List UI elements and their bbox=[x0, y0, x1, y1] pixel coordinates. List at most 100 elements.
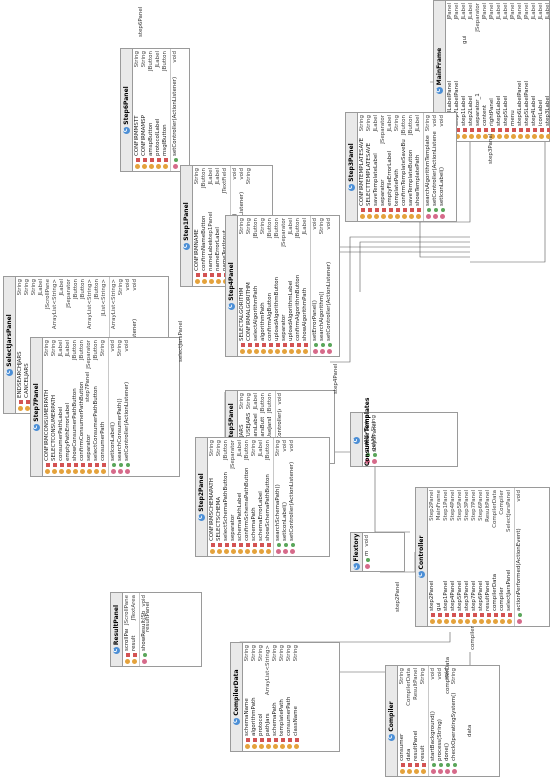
field-row[interactable]: step4Label JLabel bbox=[531, 3, 538, 139]
field-row[interactable]: className String bbox=[293, 645, 300, 749]
field-row[interactable]: step1Label JLabel bbox=[461, 3, 468, 139]
field-row[interactable]: saveTemplateLabel JLabel bbox=[373, 115, 380, 219]
field-row[interactable]: compilerData CompilerData bbox=[492, 490, 499, 624]
field-row[interactable]: menu JPanel bbox=[510, 3, 517, 139]
method-row[interactable]: setIconLabel() void bbox=[110, 340, 117, 474]
field-row[interactable]: CONFIRMCONSUMERPATH String bbox=[44, 340, 51, 474]
field-row[interactable]: CONFIRMSCHEMAPATH String bbox=[209, 440, 216, 554]
field-row[interactable]: pathJars ArrayList<String> bbox=[265, 645, 272, 749]
method-row[interactable]: searchAlgorithmTemplate() String bbox=[425, 115, 432, 219]
method-row[interactable]: main(String[]) void bbox=[364, 535, 371, 569]
field-row[interactable]: protocol String bbox=[258, 645, 265, 749]
field-row[interactable]: nameErrorLabel JLabel bbox=[215, 168, 222, 284]
field-row[interactable]: consumerPath String bbox=[100, 340, 107, 474]
field-row[interactable]: step2Panel Step2Panel bbox=[429, 490, 436, 624]
field-row[interactable]: compiler Compiler bbox=[499, 490, 506, 624]
field-row[interactable]: result String bbox=[420, 668, 427, 774]
field-row[interactable]: rightPanel JPanel bbox=[489, 3, 496, 139]
field-row[interactable]: step4Panel Step4Panel bbox=[450, 490, 457, 624]
field-row[interactable]: step6Panel Step6Panel bbox=[478, 490, 485, 624]
field-row[interactable]: resultPanel ResultPanel bbox=[485, 490, 492, 624]
field-row[interactable]: algorithmPath String bbox=[251, 645, 258, 749]
field-row[interactable]: saveTemplateButton JButton bbox=[408, 115, 415, 219]
field-row[interactable]: msglButton JButton bbox=[162, 51, 169, 169]
field-row[interactable]: schemaName String bbox=[244, 645, 251, 749]
method-row[interactable]: process(String) void bbox=[437, 668, 444, 774]
field-row[interactable]: SELECTCONSUMERPATH String bbox=[51, 340, 58, 474]
field-row[interactable]: schemaErrorLabel JLabel bbox=[258, 440, 265, 554]
field-row[interactable]: step1Panel Step1Panel bbox=[443, 490, 450, 624]
method-row[interactable]: setController(ActionListener) void bbox=[289, 440, 296, 554]
field-row[interactable]: CONFIRMMSTT String bbox=[134, 51, 141, 169]
field-row[interactable]: confirmConsumerPathButton JButton bbox=[79, 340, 86, 474]
method-row[interactable]: setController(ActionListener) void bbox=[172, 51, 179, 169]
field-row[interactable]: gui MainFrame bbox=[436, 490, 443, 624]
field-row[interactable]: selectConsumerPathButton JButton bbox=[93, 340, 100, 474]
method-row[interactable]: searchSchemaPath() String bbox=[275, 440, 282, 554]
field-row[interactable]: templatePath String bbox=[394, 115, 401, 219]
field-row[interactable]: uploadAlgorithmLabel JLabel bbox=[288, 218, 295, 354]
field-row[interactable]: algorithmPath String bbox=[260, 218, 267, 354]
method-row[interactable]: setIconLabel() void bbox=[282, 440, 289, 554]
field-row[interactable]: step7Panel Step7Panel bbox=[471, 490, 478, 624]
method-row[interactable]: actionPerformed(ActionEvent) void bbox=[516, 490, 523, 624]
class-controller[interactable]: CController step2Panel Step2Panel gui MainFr… bbox=[415, 487, 550, 627]
field-row[interactable]: CONFIRMTEMPLATESAVE String bbox=[359, 115, 366, 219]
field-row[interactable]: showSchemaPathButton JButton bbox=[265, 440, 272, 554]
field-row[interactable]: confirmAlgorithmButton JButton bbox=[295, 218, 302, 354]
field-row[interactable]: confirmNameButton JButton bbox=[201, 168, 208, 284]
field-row[interactable]: result JTextArea bbox=[131, 595, 138, 664]
field-row[interactable]: emptyFileErrorLabel JLabel bbox=[387, 115, 394, 219]
class-step3panel[interactable]: CStep3Panel CONFIRMTEMPLATESAVE String SELE… bbox=[345, 112, 457, 222]
class-compilerdata[interactable]: CCompilerData schemaName String algorithmPa… bbox=[230, 642, 340, 752]
method-row[interactable]: setController(ActionListener) void bbox=[326, 218, 333, 354]
class-flextory[interactable]: CFlextorymain(String[])void bbox=[350, 532, 405, 572]
field-row[interactable]: amspButton JButton bbox=[148, 51, 155, 169]
field-row[interactable]: ENDSEARCHJARS String bbox=[17, 279, 24, 411]
method-row[interactable]: searchConsumerPath() String bbox=[117, 340, 124, 474]
field-row[interactable]: CONFIRMALGORITHM String bbox=[246, 218, 253, 354]
field-row[interactable]: consumer String bbox=[399, 668, 406, 774]
field-row[interactable]: confirmAlgButton JButton bbox=[267, 218, 274, 354]
field-row[interactable]: schemaPath String bbox=[272, 645, 279, 749]
field-row[interactable]: uploadAlgorithmButton JButton bbox=[274, 218, 281, 354]
class-resultpanel[interactable]: CResultPanel scrollPane JScrollPane result J… bbox=[110, 592, 202, 667]
field-row[interactable]: consumerPathLabel JLabel bbox=[58, 340, 65, 474]
method-row[interactable]: startBackground() void bbox=[430, 668, 437, 774]
field-row[interactable]: content JPanel bbox=[482, 3, 489, 139]
class-compiler[interactable]: CCompiler consumer String data CompilerData r… bbox=[385, 665, 500, 777]
field-row[interactable]: selectAlgorithmPath JButton bbox=[253, 218, 260, 354]
field-row[interactable]: resultPanel ResultPanel bbox=[413, 668, 420, 774]
field-row[interactable]: emptyPathErrorLabel JLabel bbox=[65, 340, 72, 474]
class-step7panel[interactable]: CStep7Panel CONFIRMCONSUMERPATH String SELE… bbox=[30, 337, 180, 477]
class-consumertemplates[interactable]: CConsumerTemplatesgetMSTT(String, String… bbox=[350, 398, 458, 467]
field-row[interactable]: confirmSchemaPathButton JButton bbox=[244, 440, 251, 554]
field-row[interactable]: step6LabelPanel JPanel bbox=[517, 3, 524, 139]
field-row[interactable]: showConsumerPathButton JButton bbox=[72, 340, 79, 474]
class-step6panel[interactable]: CStep6Panel CONFIRMMSTT String CONFIRMAMSP S… bbox=[120, 48, 190, 172]
field-row[interactable]: templatePath String bbox=[279, 645, 286, 749]
field-row[interactable]: step6Label JLabel bbox=[496, 3, 503, 139]
field-row[interactable]: SELECTALGORITHM String bbox=[239, 218, 246, 354]
field-row[interactable]: protocolLabel JLabel bbox=[155, 51, 162, 169]
method-row[interactable]: setIconLabel() void bbox=[439, 115, 446, 219]
field-row[interactable]: step3Label JLabel bbox=[545, 3, 550, 139]
field-row[interactable]: separator_1 JSeparator bbox=[475, 3, 482, 139]
field-row[interactable]: step5Label JLabel bbox=[503, 3, 510, 139]
field-row[interactable]: step5LabelPanel JPanel bbox=[524, 3, 531, 139]
field-row[interactable]: SELECTSCHEMA String bbox=[216, 440, 223, 554]
field-row[interactable]: consumerPath String bbox=[286, 645, 293, 749]
class-step2panel[interactable]: CStep2Panel CONFIRMSCHEMAPATH String SELECT… bbox=[195, 437, 330, 557]
class-step4panel[interactable]: CStep4Panel SELECTALGORITHM String CONFIRMA… bbox=[225, 215, 340, 357]
field-row[interactable]: selectJarsPanel SelectJarsPanel bbox=[506, 490, 513, 624]
field-row[interactable]: CONFIRMNAME String bbox=[194, 168, 201, 284]
method-row[interactable]: setErrorPanel() void bbox=[312, 218, 319, 354]
method-row[interactable]: searchAlgorithm() String bbox=[319, 218, 326, 354]
field-row[interactable]: iconLabel JLabel bbox=[538, 3, 545, 139]
field-row[interactable]: CONFIRMAMSP String bbox=[141, 51, 148, 169]
method-row[interactable]: setController(ActionListener) void bbox=[124, 340, 131, 474]
